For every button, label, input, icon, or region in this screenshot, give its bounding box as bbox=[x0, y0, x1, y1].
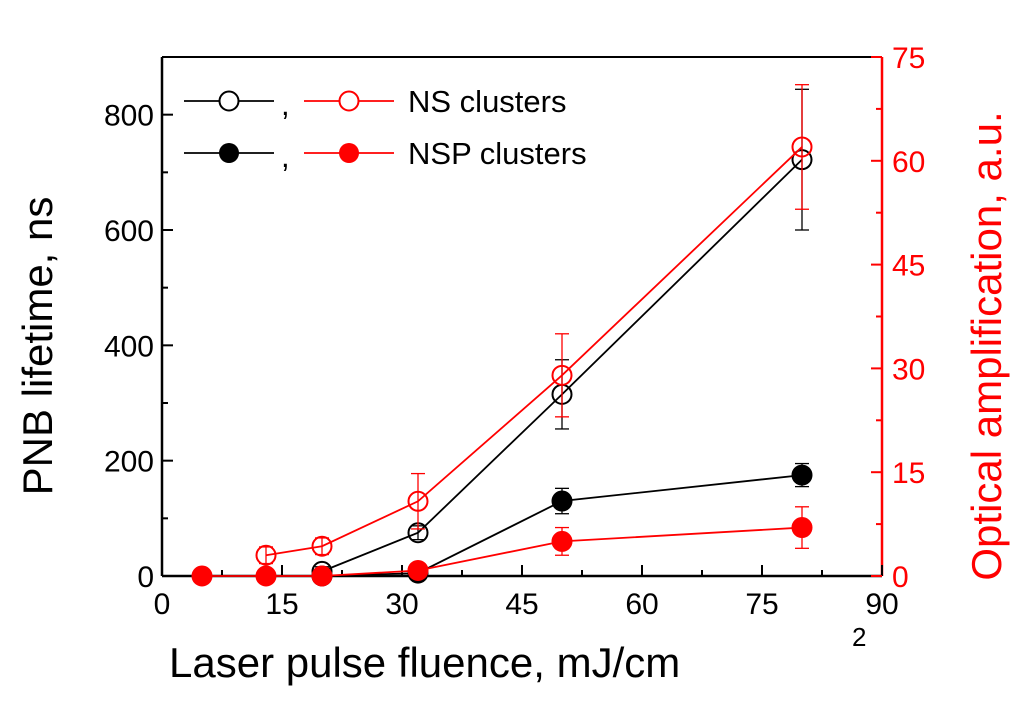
y-right-tick-label: 75 bbox=[892, 42, 925, 75]
series-1 bbox=[255, 84, 813, 566]
x-tick-label: 0 bbox=[154, 588, 171, 621]
series-layer bbox=[191, 84, 813, 587]
legend-marker-amplification bbox=[338, 90, 360, 112]
legend-marker-amplification bbox=[339, 143, 359, 163]
legend-entry-0: , NS clusters bbox=[184, 84, 566, 122]
series-line bbox=[321, 159, 803, 573]
y-left-tick-label: 800 bbox=[104, 100, 154, 133]
series-line bbox=[321, 474, 803, 577]
legend: , NS clusters, NSP clusters bbox=[184, 84, 587, 174]
data-point bbox=[551, 530, 573, 552]
legend-marker-lifetime bbox=[219, 143, 239, 163]
x-tick-label: 75 bbox=[745, 588, 778, 621]
data-point bbox=[311, 565, 333, 587]
x-axis-label: Laser pulse fluence, mJ/cm bbox=[169, 639, 680, 686]
data-point bbox=[407, 559, 429, 581]
y-right-tick-label: 0 bbox=[892, 561, 909, 594]
data-point bbox=[791, 517, 813, 539]
legend-marker-lifetime bbox=[218, 90, 240, 112]
data-point bbox=[407, 490, 429, 512]
y-left-tick-label: 400 bbox=[104, 330, 154, 363]
y-right-axis-label: Optical amplification, a.u. bbox=[963, 111, 1010, 580]
y-left-tick-label: 0 bbox=[137, 561, 154, 594]
x-tick-label: 90 bbox=[865, 588, 898, 621]
data-point bbox=[255, 544, 277, 566]
y-left-tick-label: 600 bbox=[104, 215, 154, 248]
y-right-tick-label: 15 bbox=[892, 457, 925, 490]
y-right-tick-label: 30 bbox=[892, 353, 925, 386]
x-tick-label: 15 bbox=[265, 588, 298, 621]
y-right-tick-label: 45 bbox=[892, 250, 925, 283]
series-3 bbox=[191, 506, 813, 587]
x-axis-label-superscript: 2 bbox=[852, 622, 866, 652]
data-point bbox=[191, 565, 213, 587]
series-line bbox=[202, 526, 803, 577]
data-point bbox=[255, 565, 277, 587]
data-point bbox=[791, 136, 813, 158]
y-left-axis-label: PNB lifetime, ns bbox=[14, 197, 61, 496]
x-tick-label: 30 bbox=[385, 588, 418, 621]
series-line bbox=[265, 146, 803, 557]
y-left-tick-label: 200 bbox=[104, 446, 154, 479]
data-point bbox=[791, 464, 813, 486]
legend-separator: , bbox=[281, 87, 290, 122]
legend-label: NS clusters bbox=[408, 84, 566, 119]
legend-entry-1: , NSP clusters bbox=[184, 136, 587, 174]
legend-label: NSP clusters bbox=[408, 136, 587, 171]
data-point bbox=[311, 535, 333, 557]
data-point bbox=[551, 364, 573, 386]
data-point bbox=[551, 490, 573, 512]
legend-separator: , bbox=[281, 139, 290, 174]
x-tick-label: 45 bbox=[505, 588, 538, 621]
series-2 bbox=[311, 462, 813, 587]
x-tick-label: 60 bbox=[625, 588, 658, 621]
y-right-tick-label: 60 bbox=[892, 146, 925, 179]
